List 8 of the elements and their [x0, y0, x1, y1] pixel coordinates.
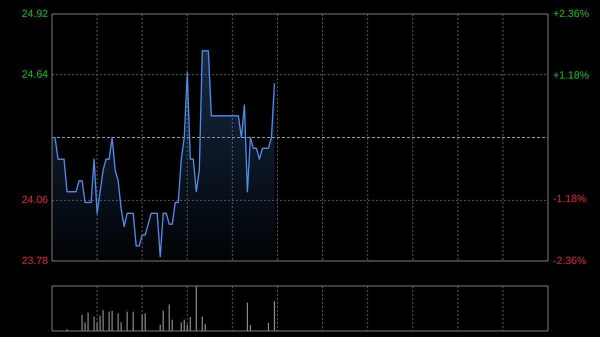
y-tick-label: 23.78 — [22, 254, 48, 267]
y-tick-label: 24.92 — [22, 8, 48, 20]
y2-tick-label: -1.18% — [553, 193, 586, 206]
y2-tick-label: +1.18% — [553, 70, 589, 82]
y2-tick-label: +2.36% — [553, 8, 589, 20]
y-tick-label: 24.64 — [22, 68, 48, 80]
y-tick-label: 24.06 — [22, 194, 48, 206]
y2-tick-label: -2.36% — [553, 254, 586, 267]
